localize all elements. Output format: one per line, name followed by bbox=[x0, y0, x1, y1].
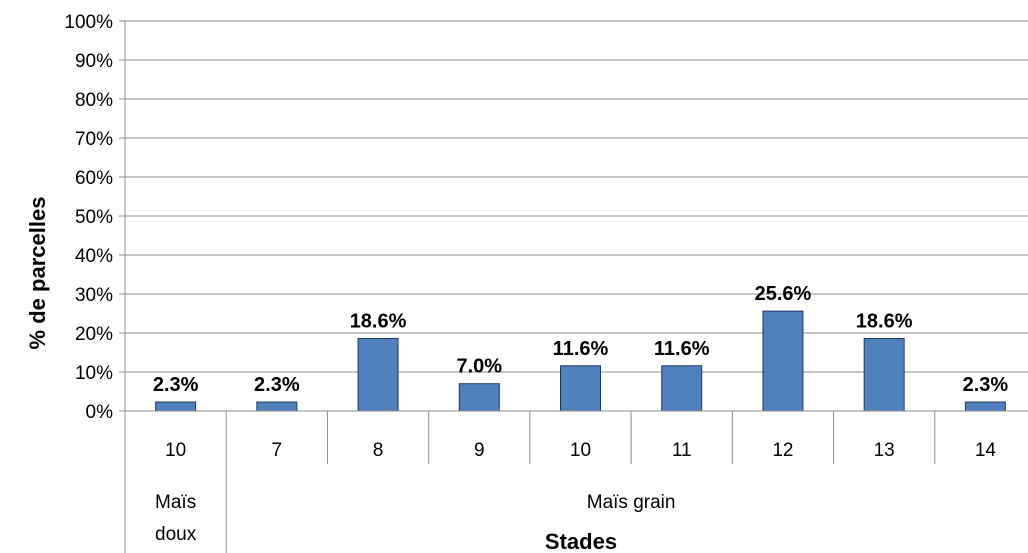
data-label: 2.3% bbox=[254, 374, 300, 396]
y-axis-ticks: 0% 10% 20% 30% 40% 50% 60% 70% 80% 90% 100% bbox=[64, 12, 125, 423]
x-category-label: 13 bbox=[874, 440, 895, 461]
bar bbox=[358, 338, 398, 411]
data-label: 18.6% bbox=[350, 310, 407, 332]
y-tick-label: 70% bbox=[75, 129, 113, 150]
data-label: 11.6% bbox=[553, 338, 609, 360]
y-tick-label: 80% bbox=[75, 90, 113, 111]
y-tick-label: 50% bbox=[75, 207, 113, 228]
bar bbox=[864, 338, 904, 411]
y-tick-label: 100% bbox=[64, 12, 113, 33]
x-category-label: 9 bbox=[474, 440, 485, 461]
y-tick-label: 90% bbox=[75, 51, 113, 72]
bar bbox=[662, 366, 702, 411]
x-group-label: doux bbox=[155, 524, 197, 545]
y-tick-label: 10% bbox=[75, 363, 113, 384]
y-tick-label: 40% bbox=[75, 246, 113, 267]
y-axis-title: % de parcelles bbox=[25, 197, 50, 350]
bar bbox=[763, 311, 803, 411]
bar bbox=[459, 384, 499, 411]
y-tick-label: 60% bbox=[75, 168, 113, 189]
x-category-label: 8 bbox=[373, 440, 384, 461]
data-label: 18.6% bbox=[856, 310, 913, 332]
x-category-label: 10 bbox=[165, 440, 186, 461]
data-label: 2.3% bbox=[963, 374, 1009, 396]
data-label: 11.6% bbox=[654, 338, 710, 360]
bar bbox=[156, 402, 196, 411]
x-category-label: 7 bbox=[272, 440, 283, 461]
bar bbox=[561, 366, 601, 411]
bar bbox=[965, 402, 1005, 411]
bar bbox=[257, 402, 297, 411]
data-label: 25.6% bbox=[755, 283, 812, 305]
x-category-label: 10 bbox=[570, 440, 591, 461]
y-tick-label: 30% bbox=[75, 285, 113, 306]
y-tick-label: 20% bbox=[75, 324, 113, 345]
data-label: 7.0% bbox=[456, 356, 502, 378]
x-axis-title: Stades bbox=[545, 529, 617, 553]
y-tick-label: 0% bbox=[86, 402, 114, 423]
data-label: 2.3% bbox=[153, 374, 199, 396]
x-group-label: Maïs bbox=[155, 492, 196, 513]
x-category-label: 12 bbox=[772, 440, 793, 461]
x-category-label: 11 bbox=[672, 440, 692, 461]
x-group-label: Maïs grain bbox=[587, 492, 676, 513]
x-category-label: 14 bbox=[975, 440, 997, 461]
